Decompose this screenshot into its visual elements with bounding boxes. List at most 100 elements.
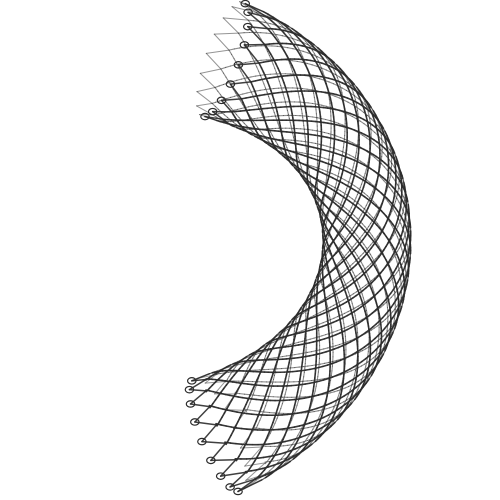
stent-strut-ccw [300, 34, 306, 40]
stent-strut-ccw [279, 463, 287, 469]
stent-strut-cw [344, 325, 349, 329]
stent-strut-cw [309, 337, 315, 340]
stent-strut-ccw [354, 185, 359, 189]
stent-strut-ccw [267, 48, 272, 55]
stent-strut-ccw [241, 376, 245, 381]
stent-strut-ccw [263, 405, 267, 412]
stent-strut-ccw [341, 177, 346, 181]
stent-strut-cw [336, 261, 340, 266]
stent-strut-ccw [343, 323, 345, 329]
stent-strut-cw [354, 305, 359, 309]
stent-strut-ccw [282, 46, 289, 49]
stent-strut-ccw [265, 32, 273, 35]
stent-strut-ccw [347, 262, 351, 267]
stent-strut-ccw [286, 380, 289, 386]
stent-strut-ccw [380, 163, 385, 168]
stent-strut-cw [386, 186, 389, 192]
stent-strut-ccw [356, 234, 360, 239]
stent-strut-ccw [315, 92, 319, 99]
stent-strut-ccw [284, 459, 290, 465]
stent-strut-cw [397, 286, 401, 291]
stent-strut-ccw [272, 58, 277, 65]
stent-strut-ccw [383, 166, 388, 171]
stent-strut-ccw [400, 223, 404, 229]
stent-strut-cw [393, 324, 397, 330]
stent-strut-cw [228, 49, 233, 55]
stent-strut-ccw [366, 210, 371, 215]
stent-strut-ccw [290, 40, 295, 47]
stent-strut-ccw [306, 409, 314, 412]
stent-strut-cw [278, 80, 282, 86]
stent-strut-ccw [314, 427, 321, 432]
stent-strut-ccw [298, 423, 306, 427]
stent-strut-cw [346, 78, 350, 83]
stent-strut-ccw [301, 41, 307, 48]
stent-strut-ccw [230, 95, 236, 98]
stent-strut-ccw [354, 106, 357, 113]
stent-strut-cw [371, 342, 376, 346]
stent-strut-cw [313, 410, 319, 413]
stent-strut-cw [297, 314, 301, 318]
stent-strut-ccw [312, 54, 319, 58]
stent-strut-ccw [393, 318, 395, 324]
stent-strut-ccw [343, 206, 347, 210]
stent-strut-cw [357, 365, 362, 369]
stent-strut-ccw [327, 411, 334, 416]
stent-strut-cw [319, 362, 326, 365]
stent-strut-ccw [343, 99, 349, 103]
stent-strut-ccw [342, 103, 346, 110]
stent-strut-cw [297, 153, 300, 159]
stent-strut-cw [299, 441, 305, 444]
stent-strut-ccw [366, 373, 371, 379]
stent-strut-ccw [398, 269, 401, 276]
stent-strut-ccw [351, 379, 354, 386]
stent-strut-cw [259, 129, 263, 134]
stent-strut-cw [393, 201, 396, 206]
stent-strut-ccw [233, 108, 239, 111]
stent-strut-cw [320, 67, 324, 73]
stent-strut-cw [243, 122, 248, 127]
stent-strut-cw [394, 197, 397, 203]
stent-strut-ccw [232, 362, 236, 365]
stent-strut-ccw [264, 21, 271, 25]
stent-strut-ccw [364, 104, 370, 109]
stent-strut-cw [373, 213, 377, 218]
stent-strut-ccw [246, 412, 253, 415]
stent-strut-cw [344, 235, 349, 240]
stent-strut-ccw [347, 113, 353, 117]
stent-strut-ccw [297, 429, 302, 436]
stent-strut-ccw [317, 414, 321, 421]
stent-strut-ccw [287, 375, 290, 382]
stent-strut-ccw [358, 285, 362, 291]
stent-strut-ccw [236, 411, 243, 414]
stent-strut-ccw [272, 16, 279, 22]
stent-strut-ccw [364, 226, 368, 231]
stent-strut-ccw [404, 235, 407, 241]
stent-strut-cw [349, 173, 352, 179]
stent-strut-cw [297, 330, 302, 333]
stent-strut-ccw [349, 227, 353, 231]
stent-strut-ccw [274, 417, 278, 424]
stent-strut-cw [367, 111, 370, 116]
stent-strut-ccw [300, 88, 304, 96]
stent-strut-ccw [384, 289, 387, 295]
stent-strut-cw [349, 207, 352, 212]
stent-strut-ccw [325, 82, 329, 90]
stent-strut-ccw [325, 402, 332, 406]
stent-strut-ccw [348, 243, 352, 248]
stent-strut-ccw [383, 180, 388, 185]
stent-strut-cw [340, 158, 343, 163]
stent-strut-ccw [284, 439, 292, 443]
stent-strut-ccw [332, 409, 339, 414]
stent-strut-ccw [359, 109, 365, 113]
stent-strut-cw [300, 329, 306, 332]
stent-strut-ccw [333, 121, 340, 124]
stent-strut-ccw [311, 407, 318, 411]
stent-strut-cw [322, 71, 325, 77]
stent-strut-cw [298, 352, 304, 355]
stent-strut-cw [286, 109, 289, 115]
stent-strut-ccw [307, 115, 314, 118]
stent-strut-ccw [260, 66, 265, 74]
stent-strut-cw [382, 318, 387, 323]
stent-strut-ccw [338, 300, 341, 306]
